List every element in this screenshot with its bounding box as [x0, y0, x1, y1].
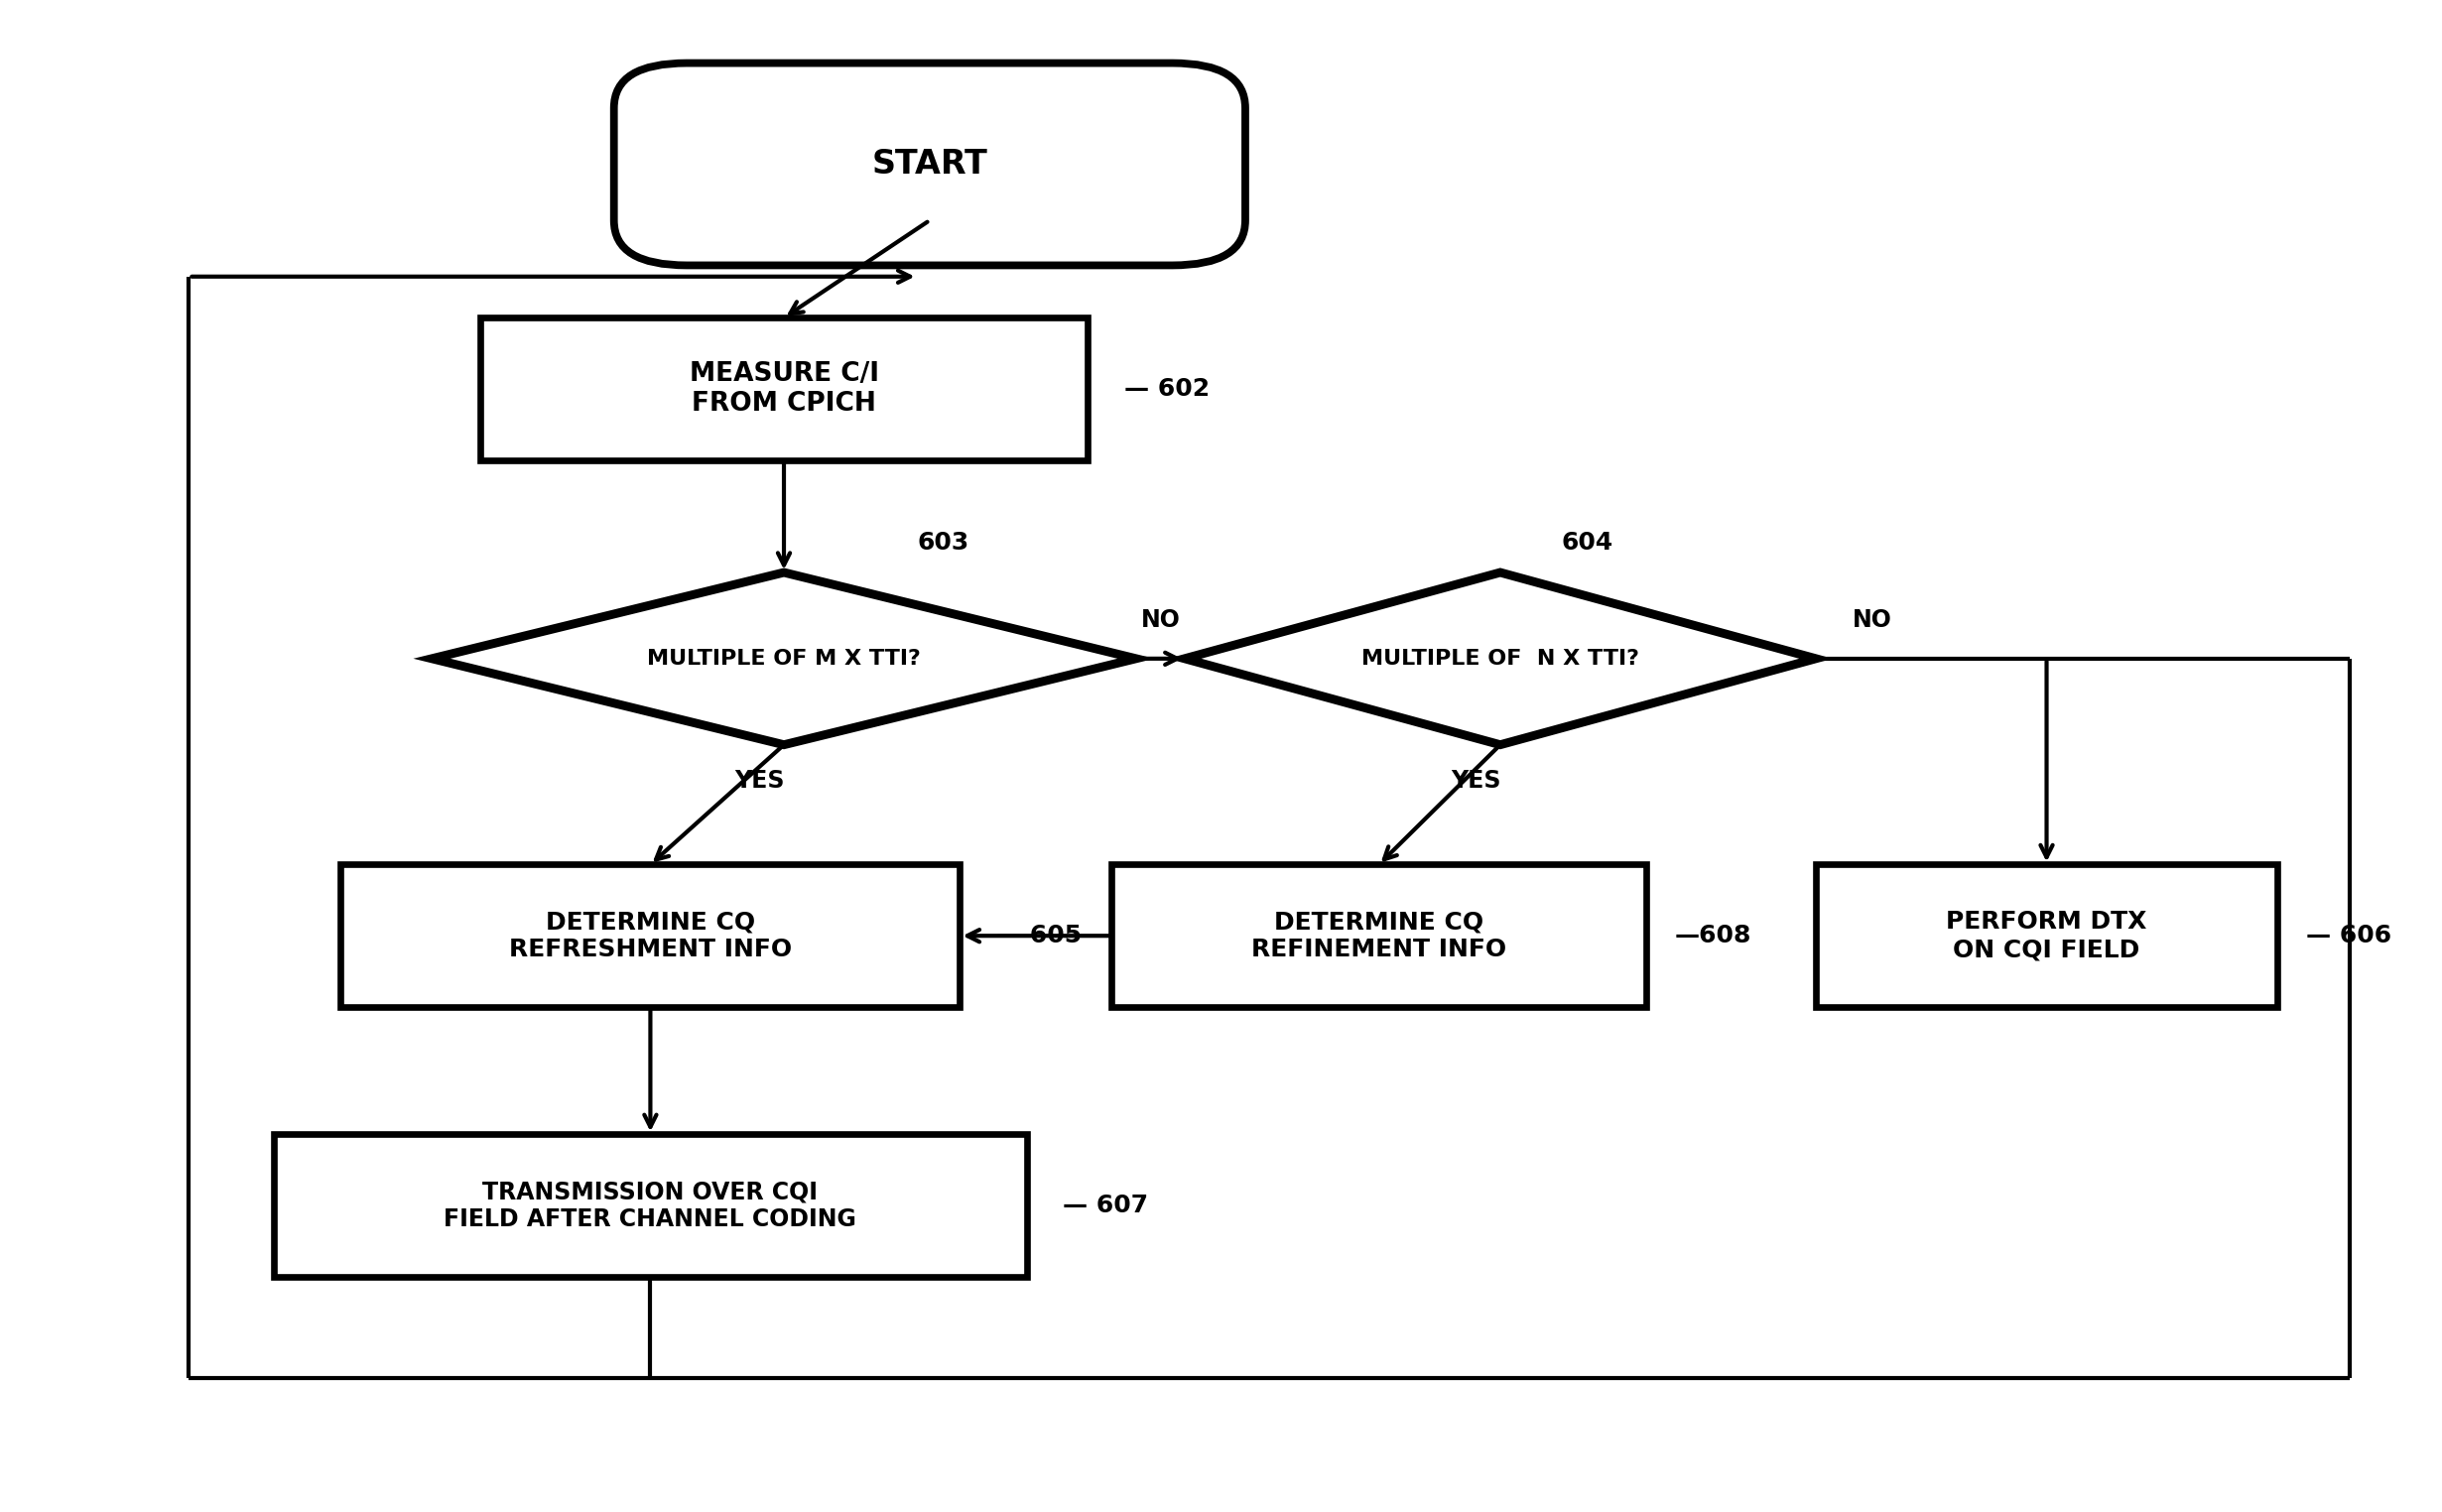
Text: TRANSMISSION OVER CQI
FIELD AFTER CHANNEL CODING: TRANSMISSION OVER CQI FIELD AFTER CHANNE…: [444, 1179, 857, 1231]
Text: NO: NO: [1853, 608, 1893, 632]
Text: — 606: — 606: [2305, 924, 2391, 948]
Text: —608: —608: [1675, 924, 1751, 948]
FancyBboxPatch shape: [1817, 865, 2278, 1007]
Text: MEASURE C/I
FROM CPICH: MEASURE C/I FROM CPICH: [689, 361, 879, 417]
FancyBboxPatch shape: [274, 1134, 1026, 1276]
Text: — 602: — 602: [1123, 376, 1209, 401]
Text: — 607: — 607: [1062, 1193, 1148, 1217]
FancyBboxPatch shape: [481, 318, 1087, 460]
Text: NO: NO: [1140, 608, 1179, 632]
Text: PERFORM DTX
ON CQI FIELD: PERFORM DTX ON CQI FIELD: [1946, 910, 2147, 962]
FancyBboxPatch shape: [342, 865, 960, 1007]
Text: MULTIPLE OF M X TTI?: MULTIPLE OF M X TTI?: [647, 649, 921, 668]
Text: DETERMINE CQ
REFINEMENT INFO: DETERMINE CQ REFINEMENT INFO: [1250, 910, 1507, 962]
Text: YES: YES: [735, 768, 784, 792]
Polygon shape: [1184, 573, 1817, 745]
Text: — 605: — 605: [996, 924, 1082, 948]
Text: 604: 604: [1560, 531, 1612, 555]
Text: YES: YES: [1451, 768, 1502, 792]
Text: MULTIPLE OF  N X TTI?: MULTIPLE OF N X TTI?: [1360, 649, 1639, 668]
Text: 603: 603: [918, 531, 969, 555]
FancyBboxPatch shape: [1111, 865, 1646, 1007]
FancyBboxPatch shape: [613, 64, 1245, 265]
Polygon shape: [432, 573, 1136, 745]
Text: START: START: [872, 148, 987, 180]
Text: DETERMINE CQ
REFRESHMENT INFO: DETERMINE CQ REFRESHMENT INFO: [508, 910, 791, 962]
